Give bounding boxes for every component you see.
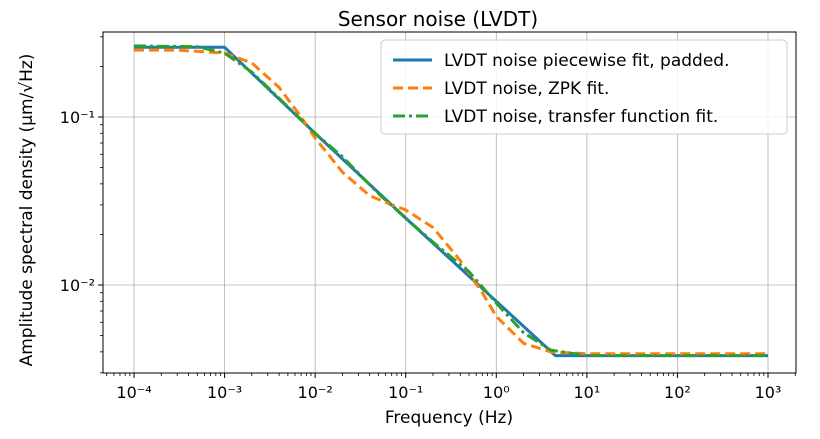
x-tick-label: 10⁻⁴ [116, 383, 151, 402]
x-axis-label: Frequency (Hz) [385, 408, 513, 428]
legend-box [380, 39, 788, 135]
legend-label-2: LVDT noise, ZPK fit. [444, 79, 609, 99]
chart-title: Sensor noise (LVDT) [338, 7, 538, 31]
x-tick-label: 10³ [755, 383, 782, 402]
x-tick-label: 10⁻² [298, 383, 333, 402]
series-group [133, 44, 768, 358]
legend: LVDT noise piecewise fit, padded. LVDT no… [380, 39, 788, 135]
y-tick-label: 10⁻² [60, 276, 95, 295]
series-line-1 [134, 45, 768, 358]
x-tick-label: 10⁻³ [207, 383, 242, 402]
x-tick-label: 10¹ [573, 383, 600, 402]
y-tick-label: 10⁻¹ [60, 108, 95, 127]
x-tick-label: 10⁰ [483, 383, 510, 402]
series-line-3 [133, 44, 768, 358]
y-axis-label: Amplitude spectral density (μm/√Hz) [17, 54, 37, 367]
x-tick-label: 10⁻¹ [388, 383, 423, 402]
plot-area [102, 31, 797, 374]
series-line-2 [134, 48, 768, 356]
ticks: 10⁻⁴ 10⁻³ 10⁻² 10⁻¹ 10⁰ 10¹ 10² 10³ 10⁻¹ 10⁻² [60, 36, 796, 402]
legend-label-3: LVDT noise, transfer function fit. [444, 107, 718, 127]
x-tick-label: 10² [664, 383, 691, 402]
legend-label-1: LVDT noise piecewise fit, padded. [444, 51, 729, 71]
